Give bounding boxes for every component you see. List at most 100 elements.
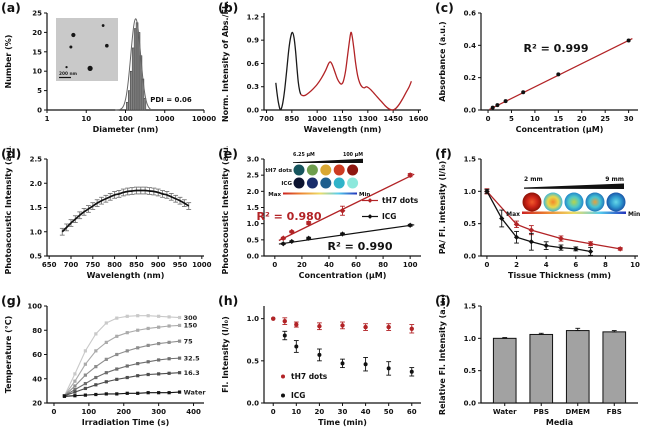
svg-text:0: 0 [271,408,276,416]
svg-text:20: 20 [32,29,42,37]
panel-e: 0 20 40 60 80 100 0.0 0.5 1.0 1.5 2.0 2.5 3.0 Concent… [217,146,433,292]
svg-text:Time (min): Time (min) [318,418,367,427]
svg-text:FBS: FBS [607,408,622,416]
svg-text:0.4: 0.4 [464,42,477,50]
chart-g-photothermal-heating: 0 100 200 300 400 20 40 60 80 100 Irradiation Time… [4,303,206,428]
svg-text:20: 20 [577,115,587,123]
svg-text:2.0: 2.0 [30,180,43,188]
svg-text:40: 40 [361,408,371,416]
svg-text:10: 10 [32,68,42,76]
svg-text:1.2: 1.2 [247,13,260,21]
svg-text:32.5: 32.5 [184,354,201,362]
svg-text:0.0: 0.0 [464,400,477,408]
svg-text:25: 25 [600,115,610,123]
svg-text:0.0: 0.0 [464,253,477,261]
panel-g: 0 100 200 300 400 20 40 60 80 100 Irradiation Time… [0,293,216,439]
panel-label-c: (c) [435,0,454,15]
svg-text:6.25 μM: 6.25 μM [293,152,315,158]
svg-text:10: 10 [630,261,640,269]
svg-text:16.3: 16.3 [184,369,200,377]
svg-text:1.0: 1.0 [247,315,260,323]
panel-label-f: (f) [435,146,452,161]
svg-text:750: 750 [85,261,100,269]
svg-text:Number (%): Number (%) [4,35,13,89]
svg-text:1300: 1300 [358,115,378,123]
svg-text:ICG: ICG [291,391,305,400]
panel-label-a: (a) [1,0,21,15]
svg-text:Tissue Thickness (mm): Tissue Thickness (mm) [508,271,611,280]
svg-text:1.5: 1.5 [464,303,477,311]
panel-d: 650 700 750 800 850 900 950 1000 0.5 1.0 1.5 2.0 2.5… [0,146,216,292]
svg-text:50: 50 [384,408,394,416]
svg-text:650: 650 [42,261,57,269]
svg-text:R² = 0.999: R² = 0.999 [524,42,589,55]
svg-text:10: 10 [530,115,540,123]
svg-text:1: 1 [45,115,50,123]
svg-text:0: 0 [37,107,42,115]
svg-text:PDI = 0.06: PDI = 0.06 [150,96,192,104]
svg-text:1150: 1150 [333,115,353,123]
svg-text:R² = 0.990: R² = 0.990 [328,240,393,253]
svg-text:0: 0 [52,408,57,416]
svg-text:Norm. Intensity of Abs./FL.: Norm. Intensity of Abs./FL. [221,1,230,122]
svg-text:0.5: 0.5 [247,357,260,365]
chart-c-absorbance-linearity: 0 5 10 15 20 25 30 0.0 0.2 0.4 0.6 Concentration (μ… [438,10,638,134]
svg-text:60: 60 [407,408,417,416]
svg-text:25: 25 [32,10,42,18]
svg-text:900: 900 [151,261,166,269]
svg-text:Irradiation Time (s): Irradiation Time (s) [82,418,170,427]
chart-b-abs-fl-spectra: 700 850 1000 1150 1300 1450 1600 0.0 0.3 0.6 0.9 1.… [221,1,428,134]
svg-text:0.0: 0.0 [247,400,260,408]
svg-text:tH7 dots: tH7 dots [291,372,328,381]
panel-label-d: (d) [1,146,22,161]
svg-text:1000: 1000 [307,115,327,123]
svg-text:1.5: 1.5 [464,156,477,164]
svg-text:Temperature (°C): Temperature (°C) [4,316,13,394]
svg-text:8: 8 [603,261,608,269]
svg-text:2.0: 2.0 [247,188,260,196]
svg-text:Water: Water [493,408,517,416]
svg-text:0: 0 [484,261,489,269]
svg-text:700: 700 [64,261,79,269]
svg-text:10000: 10000 [192,115,216,123]
svg-text:1.0: 1.0 [464,188,477,196]
svg-text:2 mm: 2 mm [524,176,543,183]
svg-text:0.5: 0.5 [30,253,43,261]
svg-text:1000: 1000 [155,115,175,123]
svg-text:1.0: 1.0 [30,228,43,236]
svg-text:ICG: ICG [382,212,396,221]
svg-text:40: 40 [324,261,334,269]
panel-a: 1 10 100 1000 10000 0 5 10 15 20 25 Diameter (nm) Nu… [0,0,216,146]
svg-text:Relative Fl. Intensity (a.u.): Relative Fl. Intensity (a.u.) [438,294,447,415]
svg-text:100: 100 [27,303,42,311]
panel-label-h: (h) [218,293,239,308]
svg-text:2.5: 2.5 [247,172,260,180]
svg-text:80: 80 [32,327,42,335]
svg-text:PA/ Fl. intensity (I/I₀): PA/ Fl. intensity (I/I₀) [438,161,447,254]
svg-text:3.0: 3.0 [247,156,260,164]
panel-c: 0 5 10 15 20 25 30 0.0 0.2 0.4 0.6 Concentration (μ… [434,0,650,146]
panel-label-i: (i) [435,293,451,308]
svg-text:Photoacoustic Intensity (a.u.): Photoacoustic Intensity (a.u.) [4,146,13,275]
svg-text:20: 20 [297,261,307,269]
svg-text:950: 950 [173,261,188,269]
svg-text:Max: Max [268,192,281,198]
svg-text:800: 800 [107,261,122,269]
svg-text:700: 700 [259,115,274,123]
svg-text:0.0: 0.0 [464,107,477,115]
svg-text:tH7 dots: tH7 dots [265,168,292,174]
svg-text:100: 100 [118,115,133,123]
svg-text:100 μM: 100 μM [343,152,363,158]
svg-text:4: 4 [544,261,549,269]
svg-text:1.5: 1.5 [30,204,43,212]
svg-text:1000: 1000 [192,261,212,269]
svg-text:Fl. Intensity (I/I₀): Fl. Intensity (I/I₀) [221,316,230,393]
svg-text:40: 40 [32,375,42,383]
panel-h: 0 10 20 30 40 50 60 0.0 0.5 1.0 Time (min) Fl. Inte… [217,293,433,439]
svg-text:1.0: 1.0 [247,220,260,228]
svg-text:10: 10 [291,408,301,416]
svg-text:75: 75 [184,337,194,345]
svg-text:15: 15 [32,48,42,56]
svg-text:0.2: 0.2 [464,74,477,82]
svg-text:0.5: 0.5 [464,220,477,228]
